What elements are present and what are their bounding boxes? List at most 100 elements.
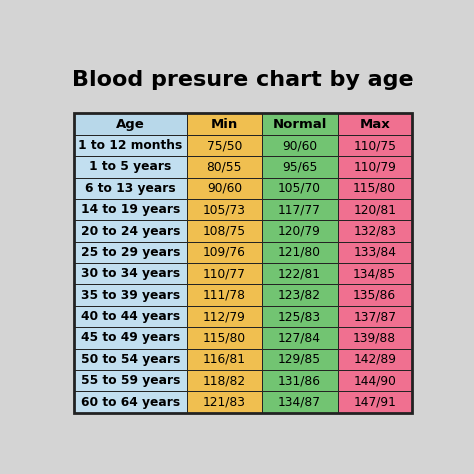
Text: 80/55: 80/55 [207,160,242,173]
Bar [74,392,187,413]
Text: 35 to 39 years: 35 to 39 years [81,289,180,301]
Text: 137/87: 137/87 [353,310,396,323]
Text: 40 to 44 years: 40 to 44 years [81,310,180,323]
Bar [337,199,412,220]
Bar [262,156,337,178]
Text: 115/80: 115/80 [353,182,396,195]
Text: 118/82: 118/82 [203,374,246,387]
Bar [187,135,262,156]
Text: 14 to 19 years: 14 to 19 years [81,203,180,216]
Text: 50 to 54 years: 50 to 54 years [81,353,180,366]
Text: 111/78: 111/78 [203,289,246,301]
Bar [262,263,337,284]
Text: Min: Min [211,118,238,131]
Bar [262,199,337,220]
Bar [337,263,412,284]
Bar [262,370,337,392]
Text: 121/80: 121/80 [278,246,321,259]
Bar [187,242,262,263]
Text: Age: Age [116,118,145,131]
Bar [262,284,337,306]
Bar [337,327,412,348]
Bar [74,348,187,370]
Text: 134/85: 134/85 [353,267,396,280]
Text: 133/84: 133/84 [353,246,396,259]
Bar [262,327,337,348]
Bar [187,156,262,178]
Text: 30 to 34 years: 30 to 34 years [81,267,180,280]
Text: 90/60: 90/60 [207,182,242,195]
Text: 131/86: 131/86 [278,374,321,387]
Text: 20 to 24 years: 20 to 24 years [81,225,180,237]
Bar [187,263,262,284]
Bar [187,113,262,135]
Text: 129/85: 129/85 [278,353,321,366]
Bar [74,370,187,392]
Text: 112/79: 112/79 [203,310,246,323]
Text: 121/83: 121/83 [203,395,246,409]
Bar [187,392,262,413]
Bar [74,113,187,135]
Text: 139/88: 139/88 [353,331,396,345]
Text: 6 to 13 years: 6 to 13 years [85,182,176,195]
Text: 125/83: 125/83 [278,310,321,323]
Bar [337,220,412,242]
Text: 142/89: 142/89 [353,353,396,366]
Text: 1 to 5 years: 1 to 5 years [90,160,172,173]
Bar [74,178,187,199]
Bar [74,135,187,156]
Bar [74,284,187,306]
Bar [187,284,262,306]
Text: 117/77: 117/77 [278,203,321,216]
Text: 120/79: 120/79 [278,225,321,237]
Bar [262,306,337,327]
Text: 115/80: 115/80 [203,331,246,345]
Text: Normal: Normal [273,118,327,131]
Bar [337,113,412,135]
Bar [262,178,337,199]
Bar [262,348,337,370]
Bar [187,220,262,242]
Bar [337,306,412,327]
Bar [337,135,412,156]
Bar [262,113,337,135]
Bar [337,370,412,392]
Text: 110/79: 110/79 [353,160,396,173]
Text: 116/81: 116/81 [203,353,246,366]
Bar [262,392,337,413]
Bar [187,348,262,370]
Bar [187,178,262,199]
Text: 122/81: 122/81 [278,267,321,280]
Bar [337,284,412,306]
Text: 132/83: 132/83 [353,225,396,237]
Text: 45 to 49 years: 45 to 49 years [81,331,180,345]
Text: 25 to 29 years: 25 to 29 years [81,246,180,259]
Text: 109/76: 109/76 [203,246,246,259]
Text: 144/90: 144/90 [353,374,396,387]
Text: 135/86: 135/86 [353,289,396,301]
Bar [74,327,187,348]
Bar [74,113,412,413]
Bar [187,199,262,220]
Bar [74,220,187,242]
Text: 147/91: 147/91 [353,395,396,409]
Text: Max: Max [359,118,390,131]
Text: 123/82: 123/82 [278,289,321,301]
Bar [262,135,337,156]
Bar [337,156,412,178]
Text: 90/60: 90/60 [282,139,317,152]
Bar [337,392,412,413]
Bar [74,242,187,263]
Text: 75/50: 75/50 [207,139,242,152]
Bar [262,242,337,263]
Bar [187,306,262,327]
Bar [187,370,262,392]
Text: 127/84: 127/84 [278,331,321,345]
Bar [262,220,337,242]
Text: 108/75: 108/75 [203,225,246,237]
Text: 1 to 12 months: 1 to 12 months [78,139,182,152]
Text: 105/70: 105/70 [278,182,321,195]
Bar [337,348,412,370]
Text: 120/81: 120/81 [353,203,396,216]
Text: 105/73: 105/73 [203,203,246,216]
